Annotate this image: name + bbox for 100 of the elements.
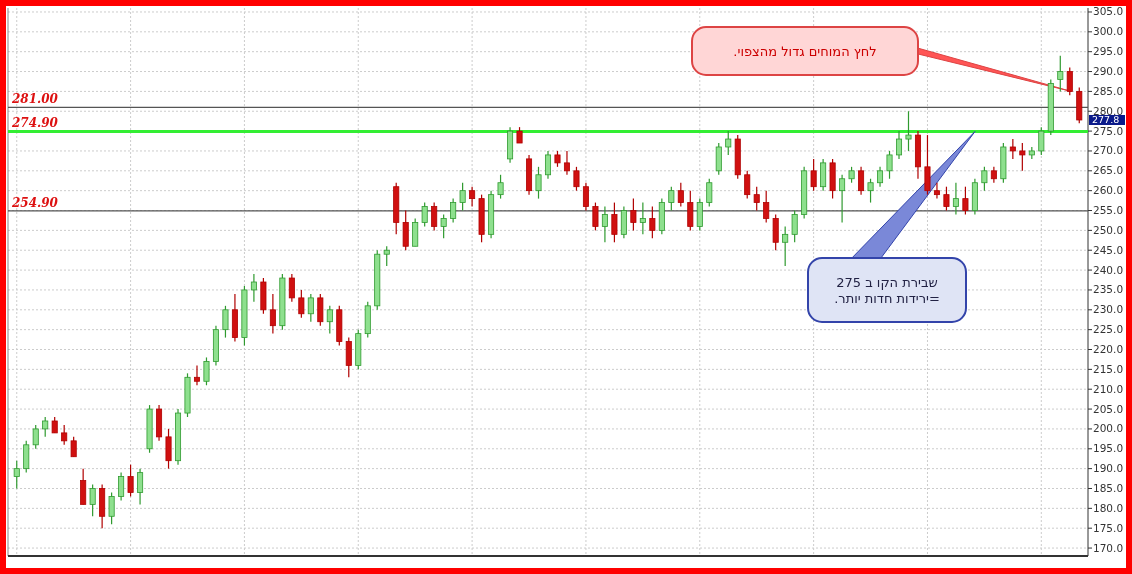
candlestick bbox=[193, 364, 200, 386]
candlestick bbox=[744, 170, 751, 200]
candlestick bbox=[307, 293, 314, 323]
candlestick bbox=[345, 336, 352, 378]
candlestick bbox=[563, 150, 570, 176]
y-tick-label: 240.0 bbox=[1093, 263, 1124, 276]
y-tick-label: 210.0 bbox=[1093, 382, 1124, 395]
candlestick bbox=[582, 182, 589, 212]
candlestick bbox=[772, 213, 779, 251]
candlestick bbox=[42, 416, 49, 438]
candlestick bbox=[905, 110, 912, 152]
candlestick bbox=[620, 205, 627, 239]
candlestick bbox=[592, 201, 599, 231]
y-tick-label: 250.0 bbox=[1093, 223, 1124, 236]
candlestick bbox=[952, 182, 959, 216]
y-tick-label: 245.0 bbox=[1093, 243, 1124, 256]
candlestick bbox=[70, 436, 77, 458]
candlestick bbox=[1038, 126, 1045, 156]
ref-line-label: 274.90 bbox=[11, 116, 59, 131]
y-tick-label: 185.0 bbox=[1093, 481, 1124, 494]
candlestick bbox=[611, 201, 618, 243]
candlestick bbox=[1057, 55, 1064, 92]
y-tick-label: 225.0 bbox=[1093, 323, 1124, 336]
y-tick-label: 270.0 bbox=[1093, 144, 1124, 157]
y-tick-label: 235.0 bbox=[1093, 283, 1124, 296]
text: 277.8 bbox=[1092, 114, 1120, 126]
y-tick-label: 205.0 bbox=[1093, 402, 1124, 415]
candlestick bbox=[858, 166, 865, 196]
candlestick bbox=[706, 178, 713, 208]
candlestick bbox=[933, 182, 940, 200]
annotation: שבירת הקו ב 275 =ירידות חדות יותר. bbox=[834, 275, 940, 306]
candlestick bbox=[222, 305, 229, 339]
candlestick bbox=[668, 186, 675, 212]
candlestick bbox=[753, 186, 760, 212]
candlestick bbox=[791, 209, 798, 243]
candlestick bbox=[431, 201, 438, 231]
candlestick bbox=[962, 186, 969, 216]
y-tick-label: 220.0 bbox=[1093, 343, 1124, 356]
candlestick bbox=[412, 217, 419, 247]
candlestick bbox=[108, 491, 115, 525]
y-tick-label: 300.0 bbox=[1093, 25, 1124, 38]
candlestick bbox=[763, 190, 770, 224]
candlestick bbox=[715, 142, 722, 176]
candlestick bbox=[440, 213, 447, 239]
candlestick bbox=[402, 209, 409, 251]
candlestick bbox=[288, 273, 295, 303]
candlestick bbox=[867, 178, 874, 204]
ref-line-label: 281.00 bbox=[11, 92, 59, 107]
candlestick bbox=[1066, 66, 1073, 96]
y-tick-label: 230.0 bbox=[1093, 303, 1124, 316]
candlestick bbox=[250, 273, 257, 303]
candlestick bbox=[810, 158, 817, 192]
candlestick bbox=[298, 289, 305, 319]
candlestick bbox=[32, 424, 39, 450]
y-tick-label: 265.0 bbox=[1093, 164, 1124, 177]
candlestick bbox=[317, 293, 324, 327]
y-tick-label: 180.0 bbox=[1093, 501, 1124, 514]
y-tick-label: 255.0 bbox=[1093, 204, 1124, 217]
ref-line-label: 254.90 bbox=[11, 195, 59, 210]
candlestick bbox=[839, 174, 846, 224]
candlestick bbox=[639, 201, 646, 235]
candlestick bbox=[127, 464, 134, 498]
candlestick bbox=[118, 472, 125, 502]
candlestick bbox=[1019, 142, 1026, 172]
candlestick bbox=[469, 186, 476, 208]
y-tick-label: 200.0 bbox=[1093, 422, 1124, 435]
candlestick bbox=[677, 182, 684, 208]
candlestick bbox=[80, 468, 87, 505]
candlestick bbox=[203, 356, 210, 386]
candlestick bbox=[886, 150, 893, 180]
y-tick-label: 175.0 bbox=[1093, 521, 1124, 534]
candlestick bbox=[687, 190, 694, 231]
y-tick-label: 285.0 bbox=[1093, 84, 1124, 97]
candlestick bbox=[269, 293, 276, 335]
y-tick-label: 215.0 bbox=[1093, 362, 1124, 375]
candlestick bbox=[896, 130, 903, 160]
candlestick bbox=[924, 134, 931, 196]
candlestick bbox=[13, 460, 20, 490]
candlestick bbox=[820, 158, 827, 192]
candlestick bbox=[450, 198, 457, 224]
y-tick-label: 295.0 bbox=[1093, 45, 1124, 58]
candlestick bbox=[61, 424, 68, 446]
candlestick bbox=[782, 225, 789, 267]
y-tick-label: 170.0 bbox=[1093, 541, 1124, 554]
y-tick-label: 290.0 bbox=[1093, 65, 1124, 78]
candlestick bbox=[23, 440, 30, 474]
candlestick bbox=[421, 201, 428, 228]
y-tick-label: 260.0 bbox=[1093, 184, 1124, 197]
candlestick bbox=[573, 166, 580, 192]
candlestick bbox=[601, 205, 608, 243]
candlestick bbox=[497, 174, 504, 200]
candlestick bbox=[943, 186, 950, 212]
candlestick bbox=[535, 166, 542, 200]
candlestick bbox=[649, 205, 656, 239]
candlestick bbox=[981, 166, 988, 192]
candlestick bbox=[89, 483, 96, 517]
y-tick-label: 275.0 bbox=[1093, 124, 1124, 137]
y-tick-label: 305.0 bbox=[1093, 5, 1124, 18]
candlestick bbox=[383, 245, 390, 267]
candlestick bbox=[1009, 138, 1016, 160]
